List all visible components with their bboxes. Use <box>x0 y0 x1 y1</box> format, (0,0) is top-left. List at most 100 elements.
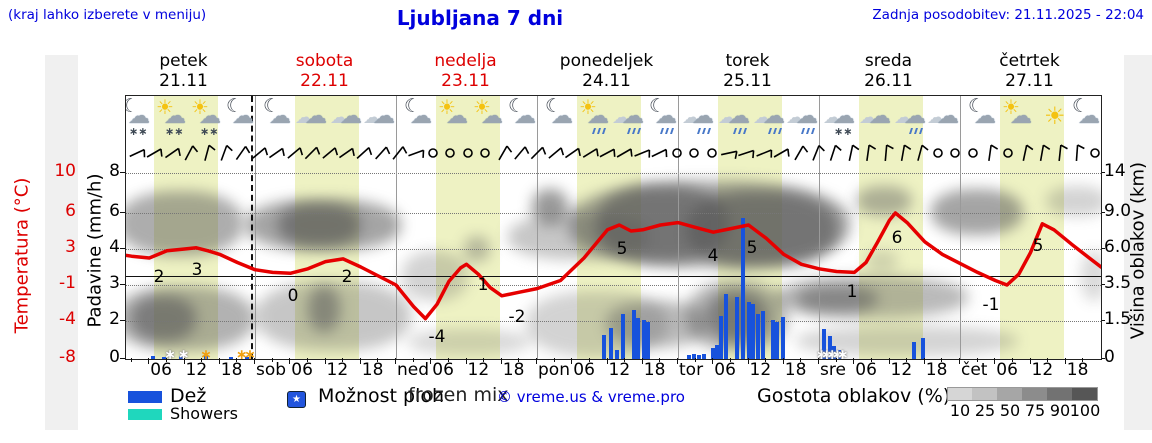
x-tick <box>1082 358 1084 362</box>
x-tick <box>712 358 714 364</box>
cloud-glyph: ☁ <box>937 104 959 129</box>
density-gradient-segment <box>997 387 1023 401</box>
cloud-density-blob <box>866 251 898 271</box>
precip-bar <box>601 335 606 359</box>
hour-label: 18 <box>502 360 525 380</box>
density-gradient-segment <box>947 387 974 401</box>
cloud-density-legend-label: Gostota oblakov (%) <box>757 385 951 407</box>
temp-label: 1 <box>477 275 489 295</box>
meteogram-plot-area[interactable]: ∗∗∗∗∗∗∗∗∗∗2302-41-254516-15☾☁∗∗☀☁∗∗☀☁∗∗☾… <box>125 95 1102 360</box>
wind-barb-icon <box>545 142 565 164</box>
wind-barb-icon <box>823 142 843 164</box>
day-abbr-label: pon <box>538 360 570 380</box>
wind-barb-icon <box>719 142 739 164</box>
axis-tick <box>1100 212 1105 213</box>
density-gradient-segment <box>1047 387 1073 401</box>
weather-icon-moon-cloud-snow: ☾☁∗∗ <box>126 96 157 140</box>
density-gradient-segment <box>972 387 998 401</box>
temp-axis-title: Temperatura (°C) <box>11 177 33 334</box>
shower-chance-label: Možnost ploh <box>318 385 445 407</box>
hour-label: 18 <box>643 360 666 380</box>
day-abbr-label: ned <box>397 360 430 380</box>
wind-barb-icon <box>597 142 617 164</box>
snow-white-marker: ∗ <box>826 347 840 360</box>
weather-icon-moon-cloud: ☾ ☁ <box>225 96 261 140</box>
cloud-glyph: ☁ <box>622 104 644 129</box>
density-gradient-label: 25 <box>974 401 996 420</box>
day-abbr-label: čet <box>961 360 988 380</box>
axis-tick <box>1100 172 1105 173</box>
x-tick <box>324 358 326 364</box>
wind-barb-icon <box>858 142 878 164</box>
density-gradient-label: 50 <box>999 401 1021 420</box>
x-tick <box>800 358 802 362</box>
day-name: ponedeljek <box>559 51 654 71</box>
x-tick <box>447 358 449 362</box>
x-tick <box>342 358 344 362</box>
density-gradient-segment <box>1022 387 1048 401</box>
wind-barb-icon <box>1032 142 1052 164</box>
wind-barb-icon <box>736 142 756 164</box>
precip-bar <box>832 345 837 359</box>
wind-barb-icon <box>406 142 426 164</box>
wind-calm-icon <box>928 142 948 164</box>
cloud-glyph: ☁ <box>833 104 855 129</box>
precip-bar <box>691 353 696 359</box>
x-tick <box>201 358 203 362</box>
cloud-glyph: ☁ <box>682 107 700 128</box>
x-tick <box>941 358 943 362</box>
rain-legend-label: Dež <box>170 385 207 407</box>
cloud-density-blob <box>278 204 360 246</box>
cloud-glyph: ☁ <box>718 107 736 128</box>
cloud-glyph: ☁ <box>481 104 503 129</box>
precip-bar <box>710 347 715 359</box>
sun-glyph: ☀ <box>579 95 597 119</box>
x-tick <box>1064 358 1066 364</box>
cloud-density-blob <box>931 189 1023 235</box>
cloud-tick-label: 9.0 <box>1104 201 1132 221</box>
cloud-glyph: ☁ <box>232 104 254 129</box>
axis-tick <box>120 358 125 359</box>
page-title: Ljubljana 7 dni <box>396 6 564 30</box>
day-date: 21.11 <box>159 71 208 91</box>
cloud-glyph: ☁ <box>514 104 536 129</box>
wind-calm-icon <box>945 142 965 164</box>
weather-icon-moon-cloud: ☾ ☁ <box>1071 96 1101 140</box>
wind-barb-icon <box>806 142 826 164</box>
weather-icon-moon-cloud: ☾ ☁ <box>403 96 439 140</box>
wind-barb-icon <box>284 142 304 164</box>
precip-bar <box>687 355 692 359</box>
temp-label: -1 <box>982 295 1000 315</box>
temp-label: 5 <box>1032 236 1044 256</box>
showers-legend-label: Showers <box>170 404 238 423</box>
wind-barb-icon <box>893 142 913 164</box>
precip-bar <box>204 355 209 359</box>
gridline <box>126 173 1101 174</box>
snow-white-marker: ∗ <box>831 347 845 360</box>
hour-label: 12 <box>749 360 772 380</box>
temp-label: 5 <box>746 238 758 258</box>
x-tick <box>183 358 185 364</box>
wind-barb-icon <box>580 142 600 164</box>
precip-bar <box>770 320 775 359</box>
copyright-link[interactable]: © vreme.us & vreme.pro <box>497 388 685 406</box>
x-tick <box>923 358 925 364</box>
moon-glyph: ☾ <box>968 95 986 117</box>
weather-icon-sun-cloud: ☀ ☁ <box>438 96 475 140</box>
wind-barb-icon <box>649 142 669 164</box>
wind-barb-icon <box>910 142 930 164</box>
cloud-glyph: ☁ <box>796 104 818 129</box>
cloud-glyph: ☁ <box>330 107 348 128</box>
wind-barb-icon <box>319 142 339 164</box>
moon-glyph: ☾ <box>404 95 422 117</box>
moon-glyph: ☾ <box>1072 95 1090 117</box>
precip-bar <box>609 327 614 359</box>
cloud-glyph: ☁ <box>927 107 945 128</box>
cloud-glyph: ☁ <box>763 104 785 129</box>
snow-glyph: ∗∗ <box>834 125 853 138</box>
snow-glyph: ∗∗ <box>165 125 184 138</box>
rain-drops-icon <box>660 128 664 134</box>
precip-bar <box>701 353 706 359</box>
cloud-glyph: ☁ <box>269 104 291 129</box>
